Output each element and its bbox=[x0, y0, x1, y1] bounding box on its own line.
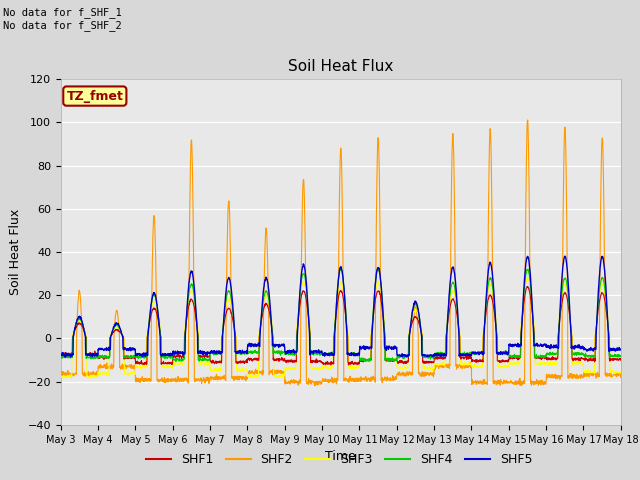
X-axis label: Time: Time bbox=[325, 450, 356, 463]
Y-axis label: Soil Heat Flux: Soil Heat Flux bbox=[9, 209, 22, 295]
Title: Soil Heat Flux: Soil Heat Flux bbox=[288, 59, 394, 74]
Text: TZ_fmet: TZ_fmet bbox=[67, 90, 124, 103]
Legend: SHF1, SHF2, SHF3, SHF4, SHF5: SHF1, SHF2, SHF3, SHF4, SHF5 bbox=[141, 448, 538, 471]
Text: No data for f_SHF_1: No data for f_SHF_1 bbox=[3, 7, 122, 18]
Text: No data for f_SHF_2: No data for f_SHF_2 bbox=[3, 20, 122, 31]
